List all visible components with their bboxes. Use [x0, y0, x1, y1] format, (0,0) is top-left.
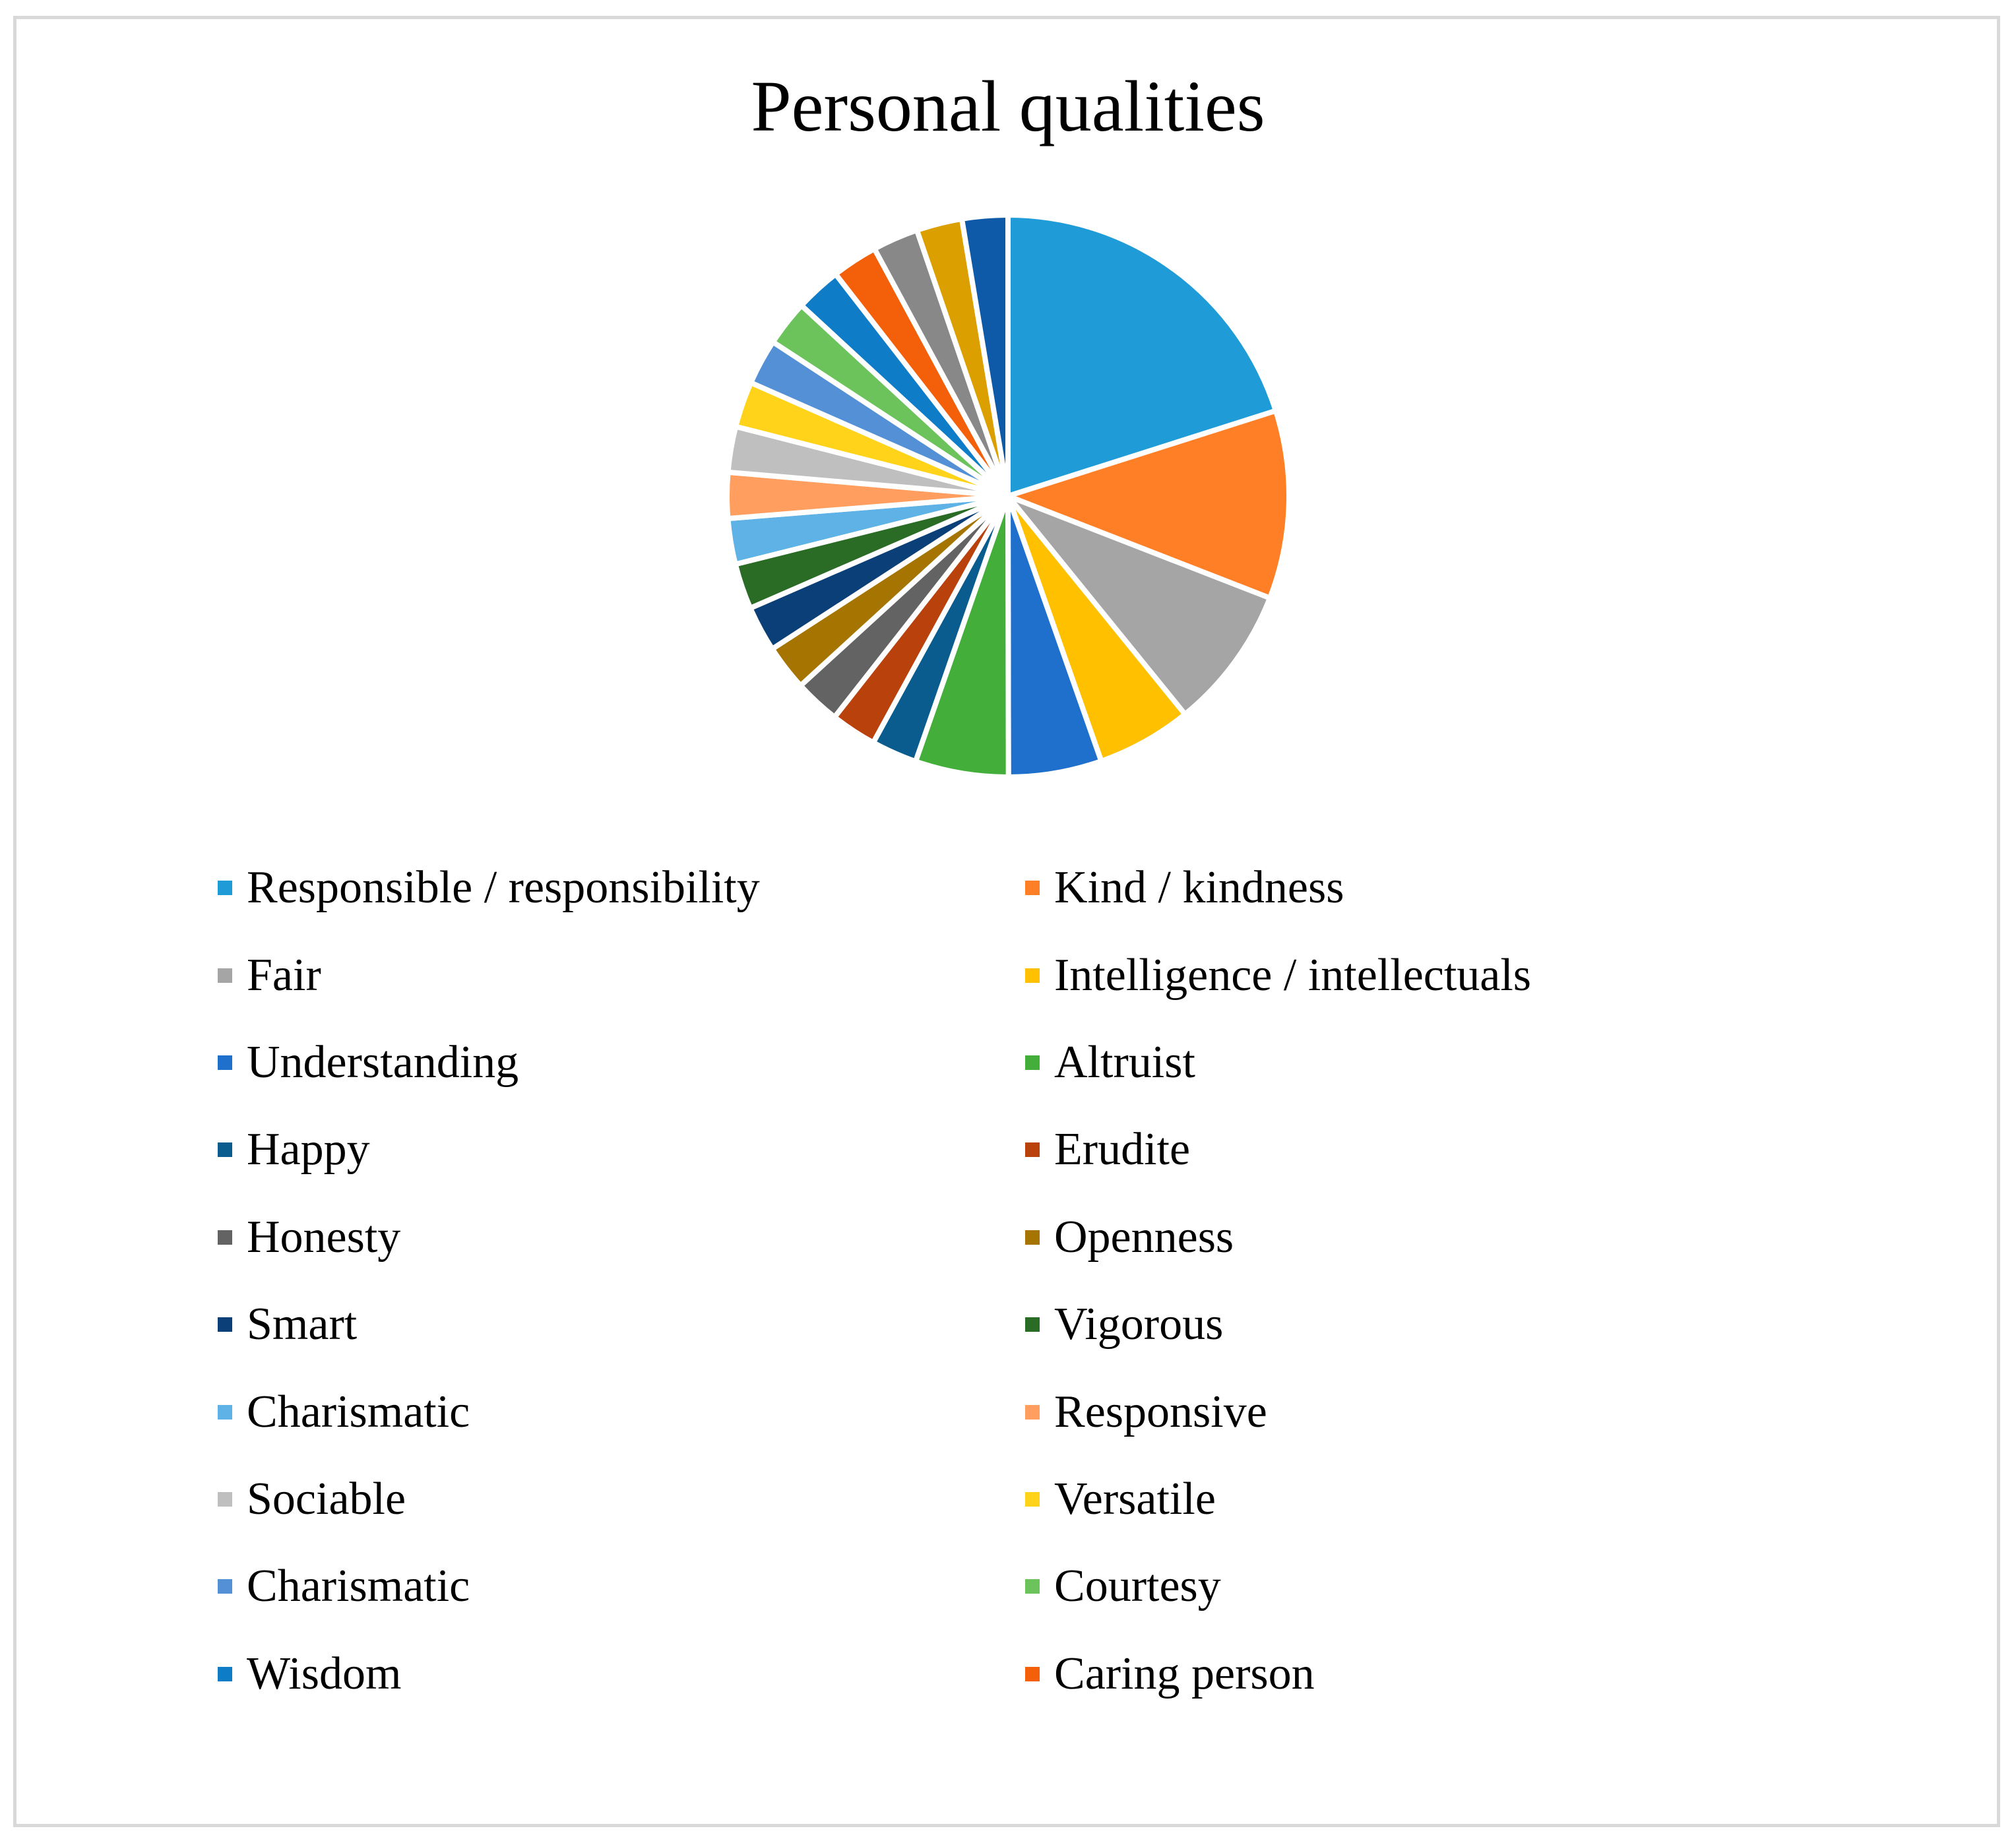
legend-item: Courtesy — [1025, 1543, 1801, 1630]
legend-swatch — [1025, 1230, 1040, 1245]
legend-label: Courtesy — [1054, 1561, 1221, 1612]
legend-label: Responsible / responsibility — [247, 862, 760, 914]
pie-slice — [1005, 493, 1273, 717]
legend-swatch — [1025, 968, 1040, 983]
legend-item: Charismatic — [218, 1368, 1025, 1455]
legend-swatch — [218, 881, 232, 896]
legend-item: Responsive — [1025, 1368, 1801, 1455]
legend-swatch — [1025, 1666, 1040, 1681]
pie-slice — [1005, 408, 1292, 601]
legend-label: Openness — [1054, 1211, 1234, 1263]
legend-item: Versatile — [1025, 1456, 1801, 1543]
legend-item: Intelligence / intellectuals — [1025, 931, 1801, 1018]
legend-swatch — [1025, 1142, 1040, 1158]
legend-label: Sociable — [247, 1473, 406, 1524]
legend-item: Charismatic — [218, 1543, 1025, 1630]
legend-label: Charismatic — [247, 1386, 470, 1437]
legend-swatch — [1025, 1055, 1040, 1070]
legend-item: Smart — [218, 1281, 1025, 1368]
chart-legend: Responsible / responsibility Kind / kindn… — [218, 844, 1801, 1718]
legend-swatch — [218, 1142, 232, 1158]
legend-swatch — [218, 1491, 232, 1507]
legend-swatch — [218, 1666, 232, 1681]
legend-swatch — [1025, 1317, 1040, 1332]
legend-swatch — [218, 1055, 232, 1070]
legend-label: Caring person — [1054, 1648, 1315, 1699]
legend-swatch — [1025, 881, 1040, 896]
pie-slice — [1005, 212, 1278, 499]
legend-item: Wisdom — [218, 1631, 1025, 1718]
legend-label: Versatile — [1054, 1473, 1216, 1524]
pie-slice — [959, 212, 1011, 499]
legend-label: Altruist — [1054, 1036, 1195, 1088]
legend-item: Happy — [218, 1106, 1025, 1193]
legend-label: Responsive — [1054, 1386, 1267, 1437]
chart-title: Personal qualities — [751, 66, 1265, 146]
legend-item: Openness — [1025, 1194, 1801, 1281]
legend-label: Smart — [247, 1299, 358, 1350]
legend-item: Erudite — [1025, 1106, 1801, 1193]
legend-label: Erudite — [1054, 1124, 1191, 1175]
legend-swatch — [1025, 1579, 1040, 1594]
legend-swatch — [218, 1230, 232, 1245]
legend-label: Wisdom — [247, 1648, 402, 1699]
legend-item: Honesty — [218, 1194, 1025, 1281]
legend-item: Understanding — [218, 1019, 1025, 1106]
legend-label: Kind / kindness — [1054, 862, 1344, 914]
legend-swatch — [218, 1317, 232, 1332]
legend-swatch — [218, 968, 232, 983]
legend-label: Intelligence / intellectuals — [1054, 949, 1532, 1001]
legend-item: Altruist — [1025, 1019, 1801, 1106]
legend-item: Vigorous — [1025, 1281, 1801, 1368]
legend-label: Vigorous — [1054, 1299, 1224, 1350]
legend-swatch — [218, 1404, 232, 1420]
legend-item: Sociable — [218, 1456, 1025, 1543]
legend-item: Kind / kindness — [1025, 844, 1801, 931]
legend-item: Responsible / responsibility — [218, 844, 1025, 931]
legend-label: Charismatic — [247, 1561, 470, 1612]
legend-label: Understanding — [247, 1036, 519, 1088]
legend-item: Fair — [218, 931, 1025, 1018]
legend-label: Happy — [247, 1124, 370, 1175]
legend-swatch — [1025, 1404, 1040, 1420]
legend-item: Caring person — [1025, 1631, 1801, 1718]
legend-label: Fair — [247, 949, 321, 1001]
legend-swatch — [218, 1579, 232, 1594]
legend-swatch — [1025, 1491, 1040, 1507]
legend-label: Honesty — [247, 1211, 401, 1263]
